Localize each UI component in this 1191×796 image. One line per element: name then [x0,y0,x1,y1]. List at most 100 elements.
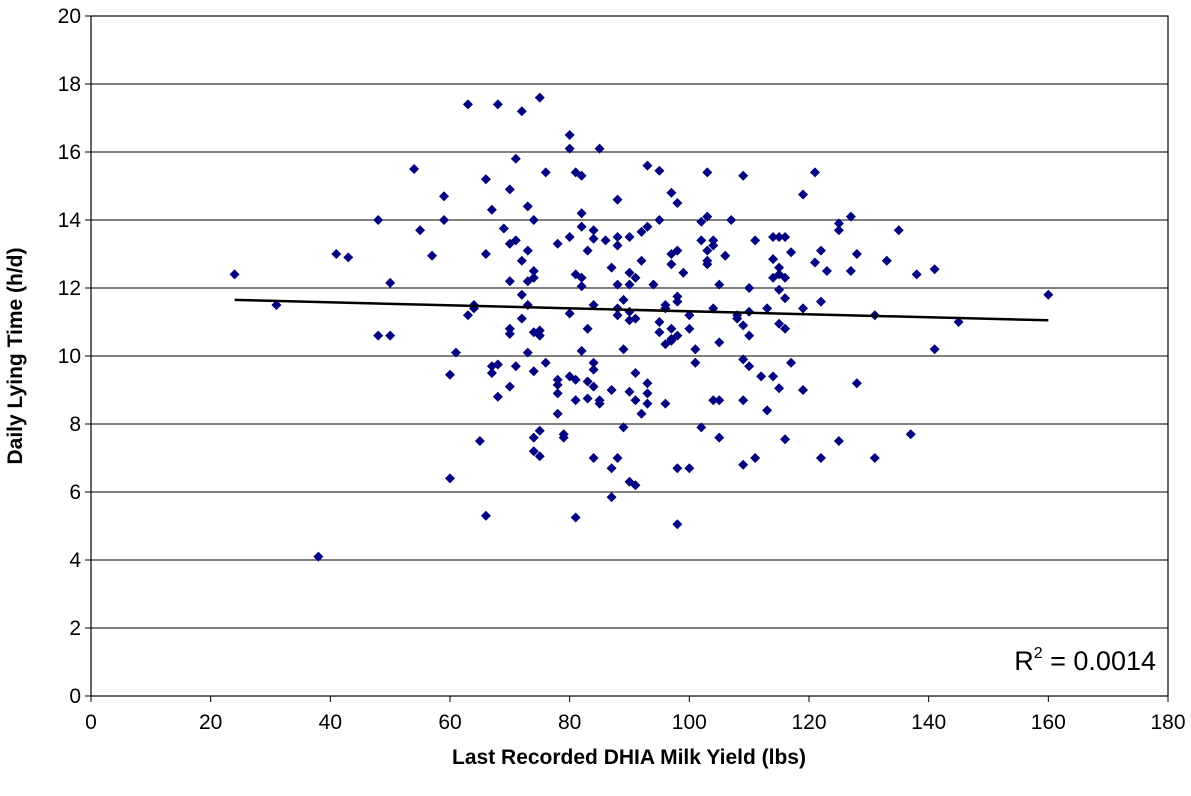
y-tick-label: 18 [58,73,81,96]
data-point [504,323,515,334]
data-point [552,408,563,419]
data-point [738,170,749,181]
y-tick-label: 12 [58,277,81,300]
data-point [534,451,545,462]
data-point [893,225,904,236]
x-tick-label: 120 [791,711,826,734]
data-point [833,218,844,229]
data-point [750,235,761,246]
data-point [696,216,707,227]
data-point [768,254,779,265]
data-point [552,388,563,399]
data-point [738,459,749,470]
data-point [588,357,599,368]
y-axis-ticks: 0 2 4 6 8 10 12 14 16 18 20 [58,5,91,708]
data-point [881,255,892,266]
data-point [612,232,623,242]
y-tick-label: 16 [58,141,81,164]
data-point [809,257,820,268]
data-point [768,371,779,382]
data-point [780,434,791,445]
data-point [618,344,629,355]
data-point [492,359,503,370]
data-point [798,385,809,395]
data-point [630,480,641,491]
data-point [373,215,384,225]
data-point [708,395,719,406]
data-point [612,453,623,463]
data-point [612,240,623,251]
data-point [690,357,701,368]
data-point [385,277,396,288]
data-point [672,198,683,208]
data-point [798,189,809,200]
data-point [714,432,725,443]
data-point [780,293,791,304]
data-point [588,300,599,310]
data-point [582,393,593,404]
trendline [234,298,1049,322]
y-tick-label: 2 [69,617,81,640]
data-point [648,279,659,290]
data-point [696,422,707,433]
data-point [528,272,539,283]
data-point [528,366,539,377]
data-point [774,262,785,273]
data-point [570,374,581,385]
data-point [522,347,533,358]
data-point [498,223,509,234]
data-point [564,130,575,140]
data-point [666,259,677,270]
data-point [815,245,826,256]
x-tick-label: 40 [319,711,342,734]
data-point [929,264,940,275]
data-point [510,235,521,246]
data-point [504,276,515,287]
data-point [672,463,683,474]
data-point [732,313,743,324]
data-point [486,204,497,215]
data-point [642,398,653,409]
data-point [780,323,791,334]
data-point [654,317,665,327]
data-point [600,235,611,246]
data-point [427,250,438,261]
data-point [654,215,665,225]
data-point [630,313,641,324]
data-point [774,284,785,295]
data-point [636,226,647,237]
data-point [522,201,533,212]
data-point [576,170,587,181]
data-point [480,510,491,521]
data-point [445,473,455,484]
x-tick-label: 140 [911,711,946,734]
data-point [726,215,737,225]
data-point [588,225,599,236]
data-point [576,208,587,219]
data-point [618,294,629,305]
data-point [684,463,695,474]
data-point [630,368,641,378]
data-point [576,281,587,292]
data-point [684,310,695,321]
data-point [516,255,527,266]
data-point [504,381,515,392]
data-point [534,425,545,436]
data-point [845,211,856,222]
x-axis-title: Last Recorded DHIA Milk Yield (lbs) [452,746,806,769]
data-point [564,143,575,154]
data-point [588,453,599,463]
data-point [666,335,677,346]
data-point [756,371,767,382]
data-point [618,422,629,433]
data-point [492,99,503,110]
x-axis-ticks: 0 20 40 60 80 100 120 140 160 180 [85,696,1186,734]
data-point [528,432,539,443]
data-point [654,165,665,176]
data-point [606,492,617,503]
data-point [672,330,683,341]
data-point [953,317,964,327]
data-point [331,249,342,259]
data-point [720,250,731,261]
